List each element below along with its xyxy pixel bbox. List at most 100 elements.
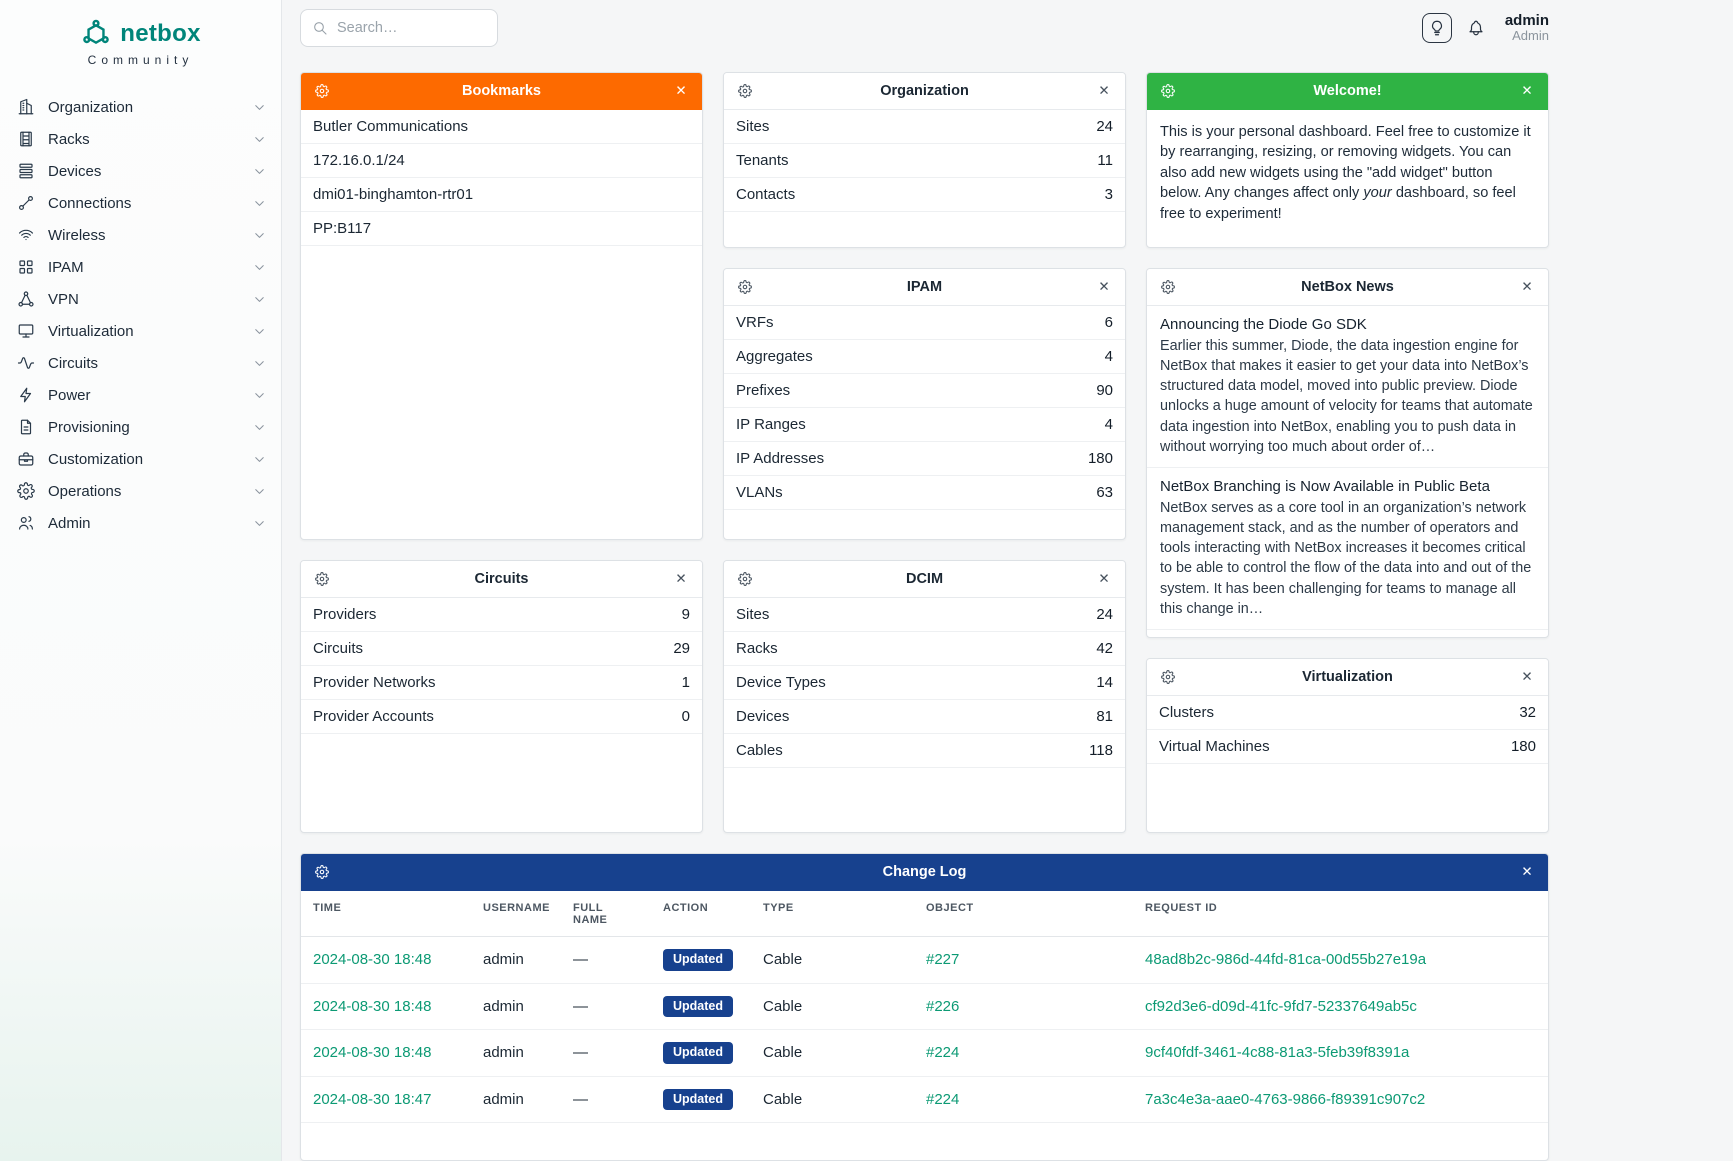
- widget-header: IPAM ✕: [724, 269, 1125, 306]
- news-title-link[interactable]: Announcing the Diode Go SDK: [1160, 316, 1367, 333]
- sidebar-item-circuits[interactable]: Circuits: [0, 347, 281, 379]
- stat-value[interactable]: 32: [1519, 704, 1536, 721]
- changelog-time-link[interactable]: 2024-08-30 18:48: [313, 997, 432, 1015]
- stat-value[interactable]: 4: [1104, 348, 1113, 365]
- widget-close-button[interactable]: ✕: [1093, 277, 1115, 297]
- column-header-username: Username: [471, 891, 561, 937]
- changelog-row: 2024-08-30 18:47 admin — Updated Cable #…: [301, 1077, 1548, 1123]
- changelog-request-id-link[interactable]: cf92d3e6-d09d-41fc-9fd7-52337649ab5c: [1145, 997, 1417, 1015]
- stat-value[interactable]: 81: [1096, 708, 1113, 725]
- widget-config-button[interactable]: [734, 569, 756, 589]
- sidebar-item-devices[interactable]: Devices: [0, 155, 281, 187]
- widget-config-button[interactable]: [311, 81, 333, 101]
- stat-value[interactable]: 4: [1104, 416, 1113, 433]
- chevron-down-icon: [252, 196, 267, 211]
- news-title-link[interactable]: NetBox Branching is Now Available in Pub…: [1160, 477, 1490, 495]
- sidebar-item-label: Provisioning: [48, 418, 130, 436]
- widget-close-button[interactable]: ✕: [670, 569, 692, 589]
- changelog-object-link[interactable]: #224: [926, 1090, 960, 1108]
- stat-value[interactable]: 24: [1096, 606, 1113, 623]
- widget-config-button[interactable]: [1157, 81, 1179, 101]
- stat-value[interactable]: 0: [681, 708, 690, 725]
- user-menu[interactable]: admin Admin: [1505, 12, 1549, 44]
- bookmark-item[interactable]: PP:B117: [301, 212, 702, 246]
- stat-label: Clusters: [1159, 704, 1215, 721]
- widget-close-button[interactable]: ✕: [1516, 667, 1538, 687]
- dashboard-column-1: Bookmarks ✕ Butler Communications 172.16…: [300, 72, 703, 833]
- sidebar-item-organization[interactable]: Organization: [0, 91, 281, 123]
- widget-config-button[interactable]: [1157, 277, 1179, 297]
- network-icon: [17, 290, 35, 308]
- user-role: Admin: [1512, 28, 1549, 44]
- stat-value[interactable]: 42: [1096, 640, 1113, 657]
- stat-label: IP Ranges: [736, 416, 806, 433]
- widget-close-button[interactable]: ✕: [1516, 862, 1538, 882]
- sidebar-item-vpn[interactable]: VPN: [0, 283, 281, 315]
- changelog-request-id-link[interactable]: 7a3c4e3a-aae0-4763-9866-f89391c907c2: [1145, 1090, 1426, 1108]
- widget-config-button[interactable]: [734, 277, 756, 297]
- widget-config-button[interactable]: [311, 569, 333, 589]
- bookmark-item[interactable]: Butler Communications: [301, 110, 702, 144]
- stat-value[interactable]: 1: [681, 674, 690, 691]
- widget-header: Welcome! ✕: [1147, 73, 1548, 110]
- changelog-object-link[interactable]: #226: [926, 997, 960, 1015]
- widget-close-button[interactable]: ✕: [1516, 277, 1538, 297]
- wave-icon: [17, 354, 35, 372]
- column-header-time: Time: [301, 891, 471, 937]
- sidebar-item-wireless[interactable]: Wireless: [0, 219, 281, 251]
- stat-value[interactable]: 11: [1097, 152, 1113, 169]
- stat-value[interactable]: 9: [681, 606, 690, 623]
- widget-change-log: Change Log ✕ Time Username Full Name Act…: [300, 853, 1549, 1161]
- changelog-time-link[interactable]: 2024-08-30 18:47: [313, 1090, 432, 1108]
- stat-label: Prefixes: [736, 382, 791, 399]
- widget-close-button[interactable]: ✕: [1516, 81, 1538, 101]
- theme-toggle-button[interactable]: [1421, 13, 1452, 43]
- changelog-object-link[interactable]: #224: [926, 1044, 960, 1062]
- widget-close-button[interactable]: ✕: [1093, 569, 1115, 589]
- bookmark-item[interactable]: 172.16.0.1/24: [301, 144, 702, 178]
- changelog-request-id-link[interactable]: 48ad8b2c-986d-44fd-81ca-00d55b27e19a: [1145, 951, 1427, 969]
- changelog-username: admin: [471, 1030, 561, 1077]
- sidebar-item-customization[interactable]: Customization: [0, 443, 281, 475]
- stat-value[interactable]: 90: [1096, 382, 1113, 399]
- sidebar-item-racks[interactable]: Racks: [0, 123, 281, 155]
- sidebar-item-connections[interactable]: Connections: [0, 187, 281, 219]
- stat-list: Sites 24 Tenants 11 Contacts 3: [724, 110, 1125, 247]
- widget-close-button[interactable]: ✕: [670, 81, 692, 101]
- bookmark-item[interactable]: dmi01-binghamton-rtr01: [301, 178, 702, 212]
- search-input[interactable]: [337, 20, 486, 36]
- stat-row: Tenants 11: [724, 144, 1125, 178]
- widget-close-button[interactable]: ✕: [1093, 81, 1115, 101]
- stat-value[interactable]: 180: [1087, 450, 1113, 467]
- search-box[interactable]: [300, 9, 498, 47]
- stat-row: Clusters 32: [1147, 696, 1548, 730]
- stat-row: Circuits 29: [301, 632, 702, 666]
- stat-value[interactable]: 180: [1510, 738, 1536, 755]
- brand[interactable]: netbox Community: [0, 12, 281, 77]
- stat-value[interactable]: 118: [1089, 742, 1113, 759]
- news-body: Earlier this summer, Diode, the data ing…: [1160, 338, 1533, 455]
- sidebar-item-virtualization[interactable]: Virtualization: [0, 315, 281, 347]
- sidebar-item-ipam[interactable]: IPAM: [0, 251, 281, 283]
- sidebar-item-power[interactable]: Power: [0, 379, 281, 411]
- stat-row: Racks 42: [724, 632, 1125, 666]
- notifications-button[interactable]: [1461, 13, 1491, 43]
- stat-value[interactable]: 24: [1096, 118, 1113, 135]
- changelog-request-id-link[interactable]: 9cf40fdf-3461-4c88-81a3-5feb39f8391a: [1145, 1044, 1410, 1062]
- stat-value[interactable]: 63: [1096, 484, 1113, 501]
- sidebar-item-operations[interactable]: Operations: [0, 475, 281, 507]
- widget-config-button[interactable]: [311, 862, 333, 882]
- widget-config-button[interactable]: [734, 81, 756, 101]
- sidebar-item-admin[interactable]: Admin: [0, 507, 281, 539]
- sidebar-item-provisioning[interactable]: Provisioning: [0, 411, 281, 443]
- stat-value[interactable]: 14: [1096, 674, 1113, 691]
- sidebar-item-label: Virtualization: [48, 322, 134, 340]
- stat-value[interactable]: 6: [1104, 314, 1113, 331]
- changelog-object-link[interactable]: #227: [926, 951, 960, 969]
- changelog-time-link[interactable]: 2024-08-30 18:48: [313, 1044, 432, 1062]
- widget-config-button[interactable]: [1157, 667, 1179, 687]
- stat-value[interactable]: 3: [1104, 186, 1113, 203]
- stat-value[interactable]: 29: [673, 640, 690, 657]
- chevron-down-icon: [252, 420, 267, 435]
- changelog-time-link[interactable]: 2024-08-30 18:48: [313, 951, 432, 969]
